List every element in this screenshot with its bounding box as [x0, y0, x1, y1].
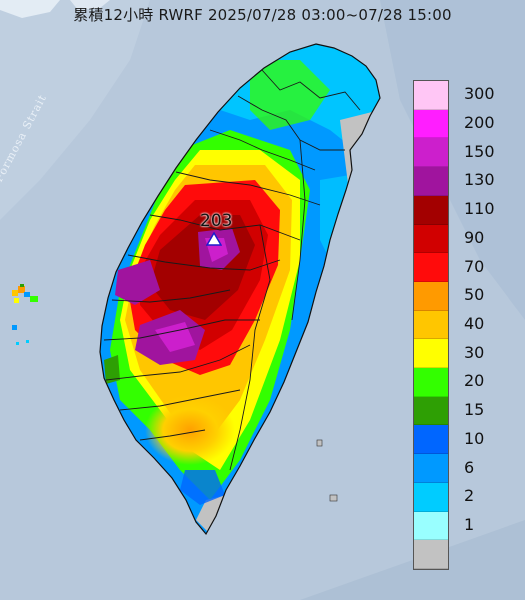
- green-island: [316, 439, 323, 447]
- legend-label: 150: [464, 141, 495, 161]
- legend-swatch: [414, 281, 448, 311]
- color-legend: [413, 80, 449, 570]
- legend-swatch: [414, 511, 448, 541]
- legend-swatch: [414, 109, 448, 139]
- legend-swatch: [414, 167, 448, 196]
- peak-value-label: 203: [200, 211, 233, 231]
- legend-swatch: [414, 339, 448, 369]
- legend-label: 20: [464, 371, 485, 391]
- legend-label: 15: [464, 400, 485, 420]
- map-title: 累積12小時 RWRF 2025/07/28 03:00~07/28 15:00: [73, 6, 452, 24]
- legend-label: 300: [464, 84, 495, 104]
- legend-label: 30: [464, 342, 485, 362]
- legend-label: 110: [464, 199, 495, 219]
- legend-swatch: [414, 540, 448, 569]
- legend-swatch: [414, 482, 448, 512]
- legend-label: 6: [464, 457, 475, 477]
- orchid-island: [329, 494, 338, 502]
- legend-label: 200: [464, 113, 495, 133]
- legend-swatch: [414, 454, 448, 483]
- legend-swatch: [414, 425, 448, 455]
- legend-label: 1: [464, 514, 475, 534]
- legend-label: 90: [464, 227, 485, 247]
- legend-swatch: [414, 396, 448, 426]
- legend-label: 70: [464, 256, 485, 276]
- county-boundaries: [103, 69, 361, 471]
- legend-swatch: [414, 253, 448, 282]
- legend-label: 10: [464, 428, 485, 448]
- legend-swatch: [414, 138, 448, 168]
- legend-swatch: [414, 195, 448, 225]
- legend-label: 40: [464, 314, 485, 333]
- legend-swatch: [414, 224, 448, 254]
- legend-label: 2: [464, 486, 475, 506]
- legend-label: 130: [464, 170, 495, 190]
- coastline: [99, 43, 381, 536]
- peak-triangle-icon: [206, 232, 222, 246]
- penghu-islands: [12, 284, 38, 345]
- legend-swatch: [414, 310, 448, 340]
- legend-label: 50: [464, 285, 485, 305]
- legend-swatch: [414, 368, 448, 397]
- legend-swatch: [414, 81, 448, 110]
